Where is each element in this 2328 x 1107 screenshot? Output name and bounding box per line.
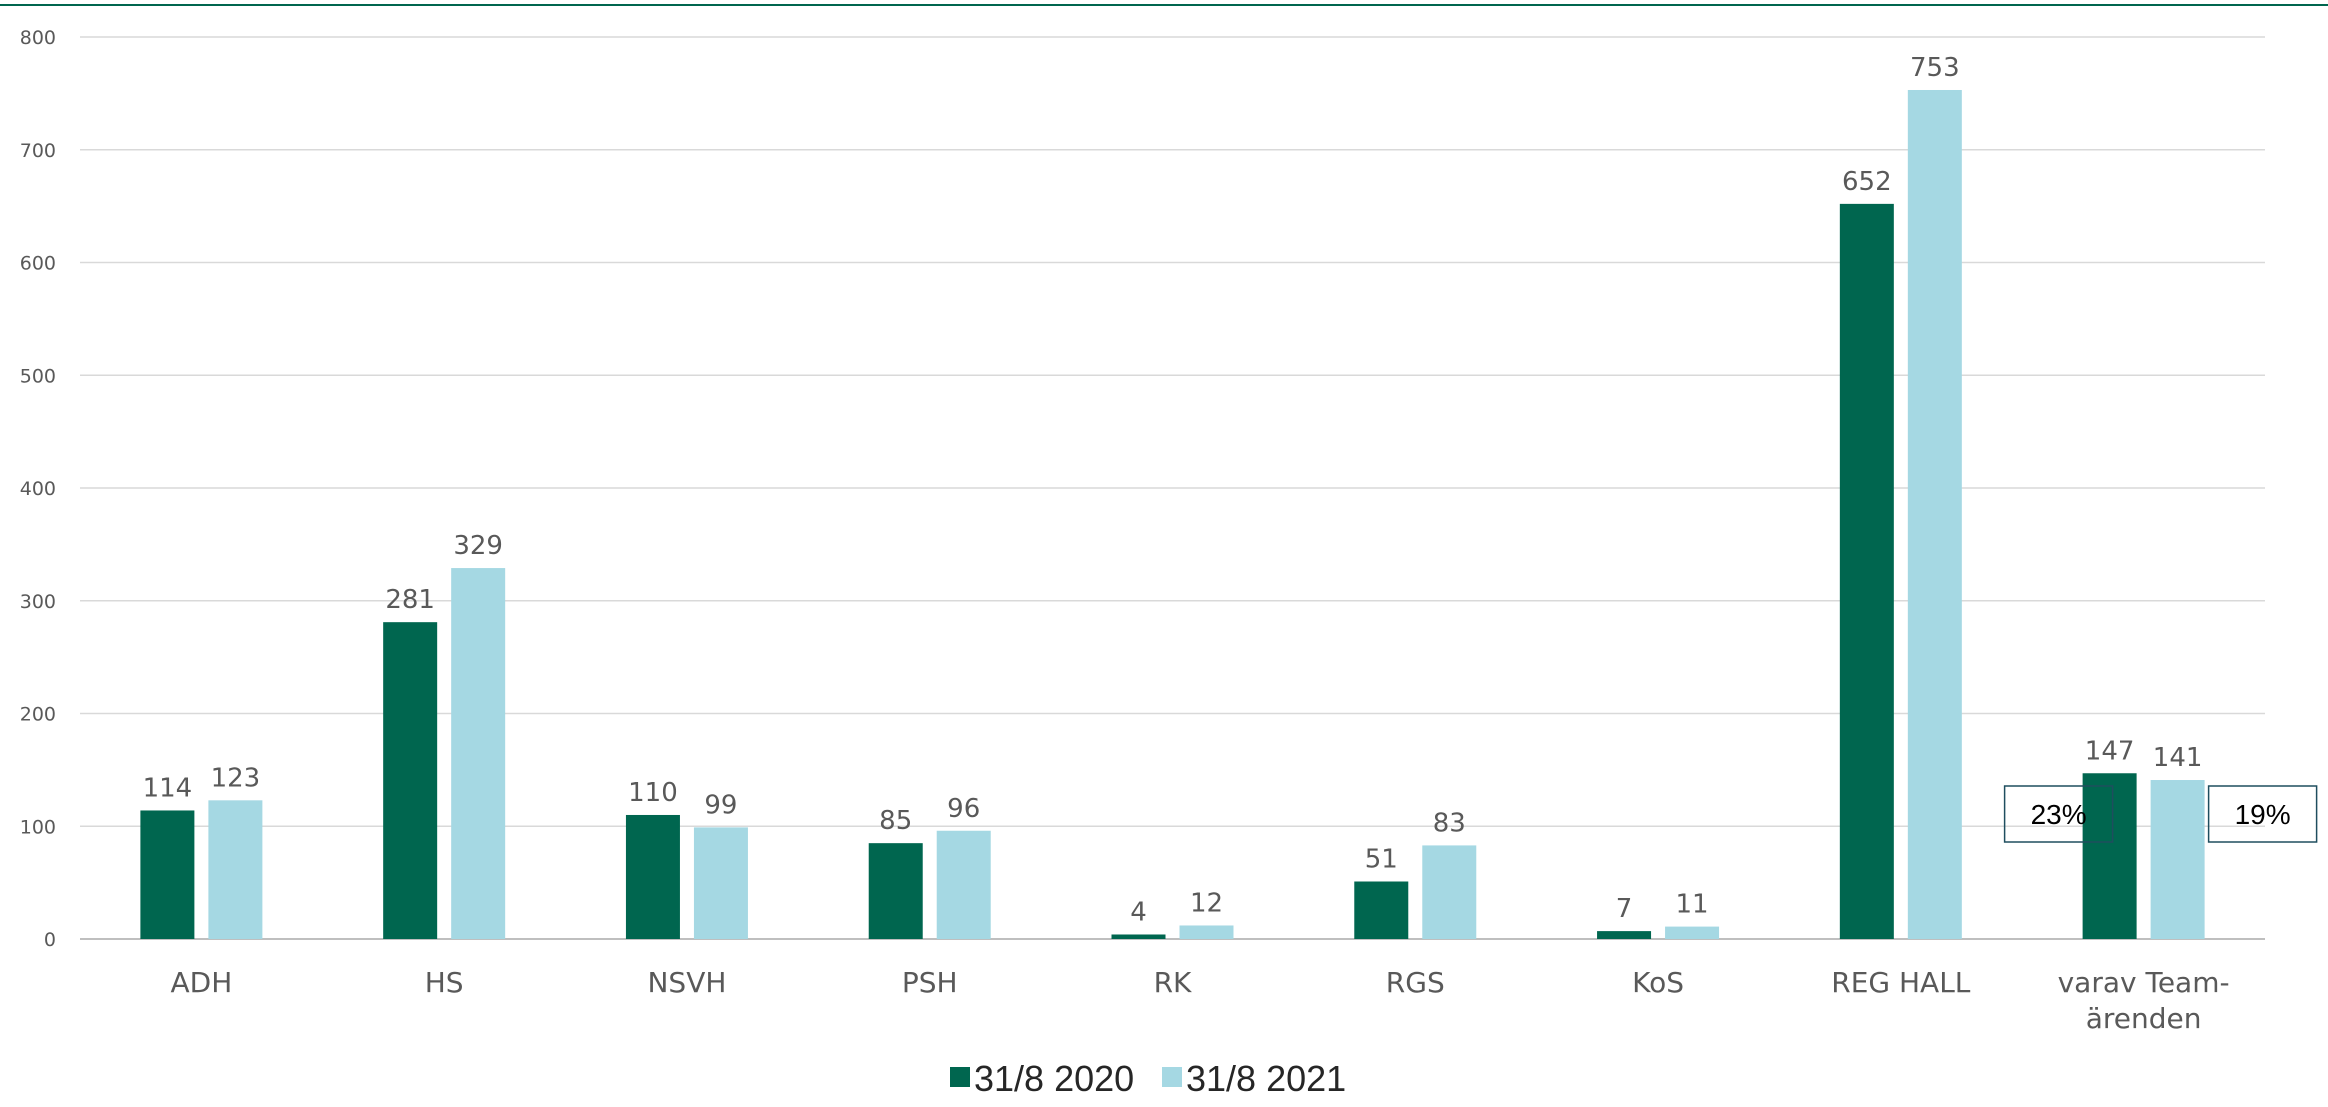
gridlines — [80, 36, 2265, 940]
data-label: 147 — [2085, 736, 2135, 766]
bar — [1422, 845, 1477, 939]
y-axis-ticks: 0 100 200 300 400 500 600 700 800 — [20, 27, 56, 951]
data-label: 652 — [1842, 167, 1892, 197]
data-label: 141 — [2153, 743, 2203, 773]
legend-label: 31/8 2020 — [974, 1058, 1134, 1099]
y-tick-label: 400 — [20, 478, 56, 500]
bar — [1354, 881, 1409, 939]
category-label: REG HALL — [1831, 966, 1971, 999]
bar — [1597, 931, 1652, 939]
data-label: 12 — [1190, 888, 1223, 918]
annotation-label: 19% — [2235, 799, 2291, 830]
data-label: 99 — [704, 790, 737, 820]
annotation-label: 23% — [2031, 799, 2087, 830]
y-tick-label: 800 — [20, 27, 56, 49]
y-tick-label: 600 — [20, 253, 56, 275]
bar — [1839, 203, 1894, 939]
category-label: varav Team- — [2058, 966, 2230, 999]
category-labels: ADH HS NSVH PSH RK RGS KoS REG HALL varav Team-ä… — [170, 966, 2229, 1035]
data-label: 281 — [385, 585, 435, 615]
y-tick-label: 300 — [20, 591, 56, 613]
legend: 31/8 2020 31/8 2021 — [950, 1058, 1346, 1099]
data-label: 123 — [211, 763, 261, 793]
category-label: ärenden — [2086, 1002, 2202, 1035]
bar — [140, 810, 195, 939]
bar — [936, 830, 991, 939]
bar — [868, 843, 923, 939]
data-label: 329 — [453, 531, 503, 561]
data-label: 11 — [1676, 890, 1709, 920]
bar — [1665, 926, 1720, 939]
data-label: 51 — [1365, 844, 1398, 874]
data-label: 753 — [1910, 53, 1960, 83]
annotation-box — [2207, 785, 2318, 843]
bar — [2150, 780, 2205, 939]
annotation-box — [2003, 785, 2114, 843]
legend-label: 31/8 2021 — [1186, 1058, 1346, 1099]
bar — [2082, 773, 2137, 939]
bar — [1907, 89, 1962, 940]
bar — [208, 800, 263, 939]
category-label: RGS — [1386, 966, 1445, 999]
category-label: KoS — [1632, 966, 1684, 999]
category-label: PSH — [902, 966, 958, 999]
y-tick-label: 0 — [44, 929, 56, 951]
category-label: ADH — [170, 966, 232, 999]
y-tick-label: 200 — [20, 704, 56, 726]
category-label: NSVH — [647, 966, 726, 999]
legend-swatch — [1162, 1067, 1182, 1087]
data-label: 110 — [628, 778, 678, 808]
data-labels: 114 123 281 329 110 99 85 96 4 12 51 83 7 11 652 753 147… — [143, 53, 2203, 927]
annotations: 23% 19% — [2003, 785, 2318, 843]
bars — [140, 89, 2205, 940]
data-label: 7 — [1616, 894, 1633, 924]
y-tick-label: 100 — [20, 816, 56, 838]
data-label: 85 — [879, 806, 912, 836]
data-label: 96 — [947, 794, 980, 824]
y-tick-label: 700 — [20, 140, 56, 162]
bar — [693, 827, 748, 939]
bar — [383, 622, 438, 939]
data-label: 83 — [1433, 808, 1466, 838]
legend-swatch — [950, 1067, 970, 1087]
data-label: 114 — [143, 773, 193, 803]
data-label: 4 — [1130, 897, 1147, 927]
category-label: RK — [1154, 966, 1192, 999]
bar — [625, 814, 680, 939]
category-label: HS — [425, 966, 464, 999]
bar — [1111, 934, 1166, 939]
bar — [451, 568, 506, 939]
bar — [1179, 925, 1234, 939]
y-tick-label: 500 — [20, 365, 56, 387]
